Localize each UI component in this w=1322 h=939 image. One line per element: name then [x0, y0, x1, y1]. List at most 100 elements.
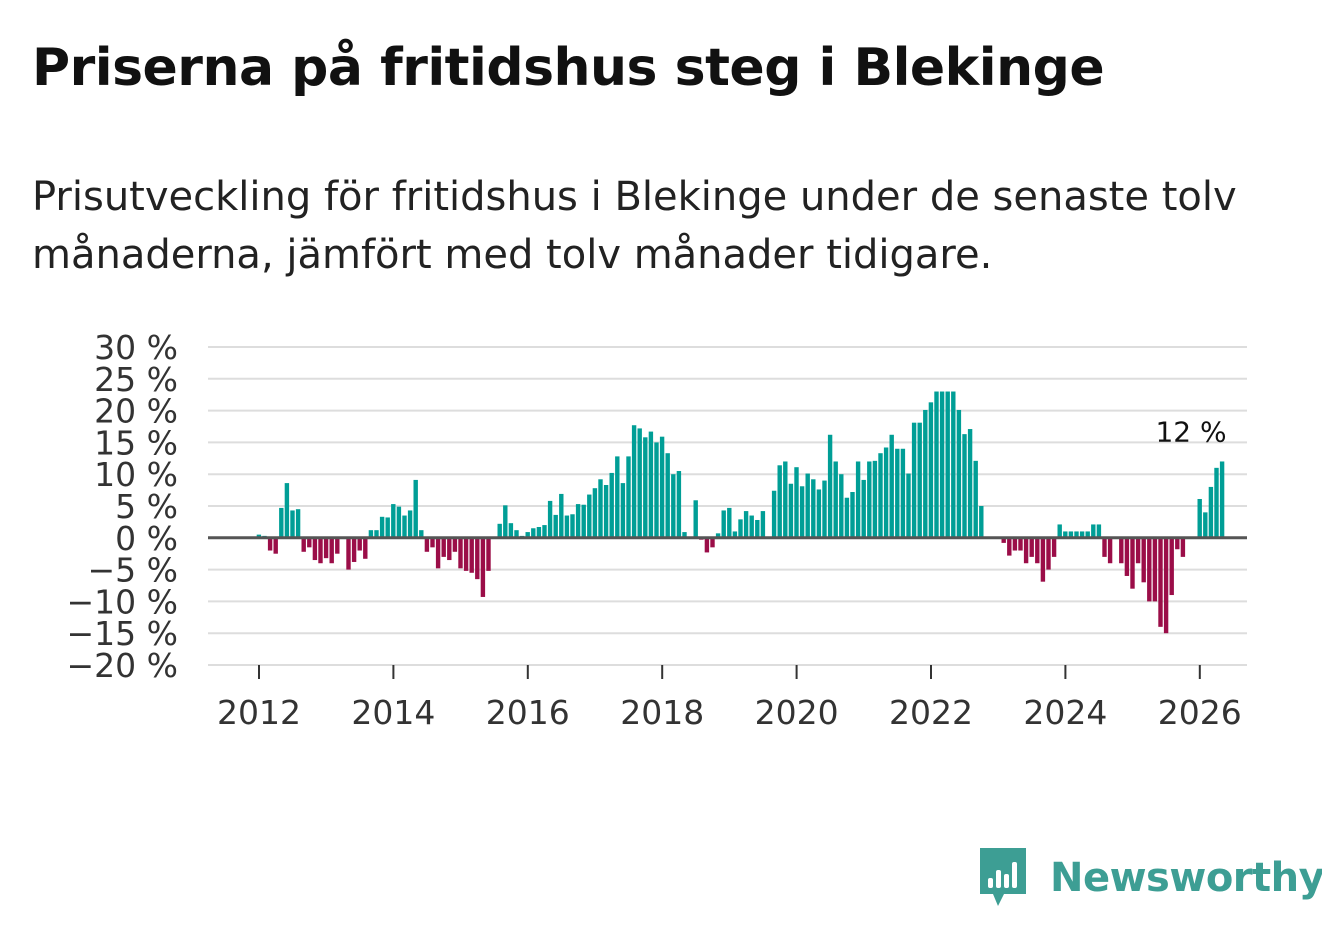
bar	[1169, 537, 1174, 596]
bar	[861, 479, 866, 538]
y-tick-label: 30 %	[94, 328, 178, 367]
bar	[659, 436, 665, 538]
bar	[693, 500, 698, 538]
bar	[1063, 531, 1068, 538]
x-tick-label: 2026	[1158, 693, 1242, 732]
bar	[346, 537, 351, 570]
bar	[732, 531, 738, 538]
bar	[587, 494, 592, 538]
bar	[463, 537, 469, 571]
bar	[951, 391, 956, 538]
bar	[738, 519, 743, 538]
bar	[1007, 537, 1012, 556]
x-tick-label: 2024	[1023, 693, 1107, 732]
bar	[1175, 537, 1180, 550]
bar	[906, 473, 911, 538]
bar	[917, 422, 922, 538]
newsworthy-brand: Newsworthy	[980, 848, 1322, 908]
bar	[1057, 524, 1062, 538]
bar	[1018, 537, 1023, 551]
bar	[1197, 499, 1202, 538]
bar	[631, 425, 637, 538]
bar	[1079, 531, 1085, 538]
x-axis: 2012 2014 2016 2018 2020 2022 2024 2026	[208, 664, 1247, 732]
bar	[967, 429, 973, 538]
bar	[598, 479, 603, 538]
bar	[1029, 537, 1034, 557]
bar	[973, 460, 978, 538]
bar	[1152, 537, 1158, 602]
bar	[581, 504, 586, 538]
y-tick-label: −20 %	[67, 646, 179, 685]
y-tick-label: 15 %	[94, 423, 178, 462]
bar	[1096, 524, 1102, 538]
bar	[559, 493, 564, 538]
brand-name: Newsworthy	[1050, 855, 1322, 901]
bar	[911, 422, 917, 538]
bar	[822, 480, 827, 538]
bar	[1135, 537, 1141, 564]
bar	[312, 537, 318, 561]
bar	[329, 537, 334, 564]
bar	[1012, 537, 1018, 551]
bar	[805, 473, 810, 538]
bar	[783, 461, 788, 538]
bar	[715, 533, 721, 538]
bar	[1219, 461, 1225, 538]
bar	[497, 523, 502, 538]
price-change-chart: 30 %25 %20 %15 %10 %5 %0 %−5 %−10 %−15 %…	[67, 328, 1247, 732]
bar	[531, 528, 536, 538]
bar	[323, 537, 329, 559]
bar	[1085, 531, 1090, 538]
bar	[895, 448, 900, 538]
bar	[816, 489, 822, 538]
bar	[402, 515, 407, 538]
x-tick-label: 2014	[351, 693, 435, 732]
bar	[1158, 537, 1163, 627]
bar	[396, 506, 402, 538]
bar	[743, 511, 749, 538]
bar	[592, 488, 598, 538]
bar	[648, 431, 654, 538]
y-tick-label: −5 %	[88, 551, 179, 590]
bar	[827, 434, 833, 538]
bar	[855, 461, 861, 538]
bar	[1068, 531, 1074, 538]
annotation-label: 12 %	[1155, 415, 1226, 448]
bar	[1124, 537, 1130, 576]
bar	[615, 456, 620, 538]
bar	[435, 537, 441, 569]
bar	[777, 465, 782, 538]
bar	[503, 505, 508, 538]
chart-annotation: 12 %	[1155, 415, 1226, 448]
bar	[945, 391, 950, 538]
bar	[547, 500, 553, 538]
bar	[379, 516, 385, 538]
bar	[771, 490, 777, 538]
y-tick-label: 0 %	[115, 519, 178, 558]
x-tick-label: 2012	[217, 693, 301, 732]
bar	[1130, 537, 1135, 589]
bar	[710, 537, 715, 548]
bar	[872, 460, 878, 538]
bar	[553, 514, 558, 538]
bar	[923, 409, 928, 538]
bar	[514, 530, 519, 538]
bar	[749, 515, 754, 538]
bar	[424, 537, 430, 552]
bar	[301, 537, 306, 552]
bar	[267, 537, 273, 551]
bar	[486, 537, 491, 571]
bar	[704, 537, 710, 553]
bar	[351, 537, 357, 562]
bar	[665, 453, 670, 538]
bar	[525, 532, 530, 538]
bar	[799, 486, 805, 538]
bar	[284, 483, 290, 538]
bar	[939, 391, 945, 538]
bar	[727, 507, 732, 538]
bar	[385, 517, 390, 538]
bar	[1107, 537, 1113, 564]
bar	[447, 537, 452, 561]
bar	[1180, 537, 1186, 557]
